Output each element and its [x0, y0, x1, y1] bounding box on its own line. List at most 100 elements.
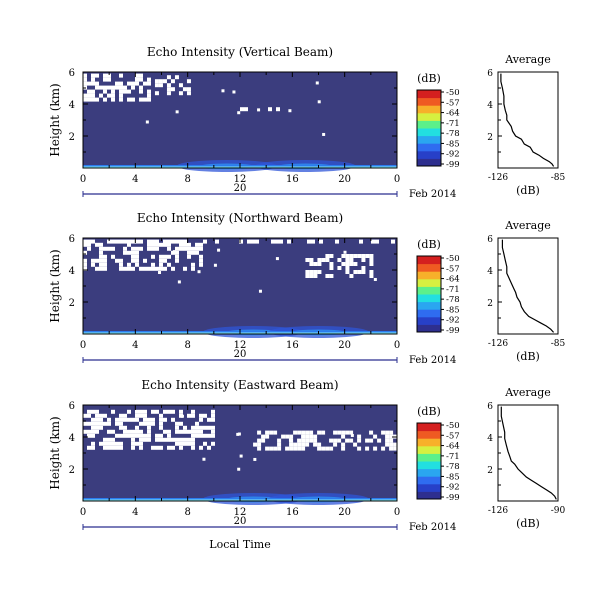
missing-data-cell: [135, 441, 139, 446]
missing-data-cell: [158, 79, 163, 84]
missing-data-cell: [139, 73, 143, 78]
colorbar-unit: (dB): [417, 238, 441, 251]
missing-data-cell: [99, 441, 103, 446]
colorbar-tick-label: -64: [446, 109, 460, 119]
average-x-tick-label: -90: [551, 506, 566, 516]
missing-data-cell: [143, 266, 147, 271]
missing-data-cell: [237, 467, 241, 471]
missing-data-cell: [389, 446, 394, 451]
x-tick-label: 0: [394, 340, 400, 351]
average-x-label: (dB): [516, 184, 540, 197]
missing-data-cell: [119, 433, 123, 438]
missing-data-cell: [139, 429, 143, 434]
missing-data-cell: [151, 421, 155, 426]
missing-data-cell: [178, 91, 183, 96]
missing-data-cell: [143, 413, 147, 418]
missing-data-cell: [91, 81, 95, 86]
missing-data-cell: [349, 274, 354, 278]
missing-data-cell: [203, 441, 207, 446]
missing-data-cell: [385, 430, 390, 435]
y-axis-label: Height (km): [48, 83, 62, 156]
missing-data-cell: [107, 441, 111, 446]
x-tick-label: 16: [286, 507, 299, 518]
missing-data-cell: [276, 107, 280, 112]
missing-data-cell: [305, 434, 310, 439]
missing-data-cell: [313, 438, 318, 443]
missing-data-cell: [389, 442, 394, 447]
missing-data-cell: [369, 274, 374, 278]
x-tick-label: 12: [234, 507, 247, 518]
missing-data-cell: [147, 89, 151, 94]
missing-data-cell: [195, 425, 199, 430]
missing-data-cell: [275, 257, 279, 261]
average-y-tick-label: 6: [487, 235, 493, 245]
missing-data-cell: [91, 429, 95, 434]
missing-data-cell: [341, 442, 346, 447]
missing-data-cell: [199, 258, 203, 263]
colorbar-segment: [417, 112, 441, 121]
missing-data-cell: [191, 437, 195, 442]
missing-data-cell: [111, 445, 115, 450]
missing-data-cell: [389, 434, 394, 439]
x-tick-label: 0: [80, 174, 86, 185]
missing-data-cell: [199, 254, 203, 259]
missing-data-cell: [119, 73, 123, 78]
missing-data-cell: [151, 239, 155, 244]
missing-data-cell: [381, 430, 386, 435]
colorbar-segment: [417, 278, 441, 287]
missing-data-cell: [207, 445, 211, 450]
missing-data-cell: [207, 433, 211, 438]
missing-data-cell: [345, 266, 350, 270]
missing-data-cell: [305, 274, 310, 278]
missing-data-cell: [373, 446, 378, 451]
missing-data-cell: [131, 429, 135, 434]
missing-data-cell: [353, 254, 358, 258]
missing-data-cell: [279, 239, 283, 244]
missing-data-cell: [131, 433, 135, 438]
y-tick-label: 2: [69, 132, 75, 143]
missing-data-cell: [91, 73, 95, 78]
missing-data-cell: [119, 413, 123, 418]
missing-data-cell: [115, 441, 119, 446]
missing-data-cell: [179, 242, 183, 247]
colorbar-segment: [417, 90, 441, 99]
missing-data-cell: [269, 430, 274, 435]
missing-data-cell: [151, 445, 155, 450]
missing-data-cell: [187, 250, 191, 255]
missing-data-cell: [131, 445, 135, 450]
missing-data-cell: [393, 442, 398, 447]
heatmap-background: [83, 72, 397, 168]
missing-data-cell: [95, 417, 99, 422]
missing-data-cell: [119, 441, 123, 446]
missing-data-cell: [103, 77, 107, 82]
missing-data-cell: [253, 457, 257, 461]
missing-data-cell: [107, 73, 111, 78]
missing-data-cell: [131, 246, 135, 251]
colorbar-segment: [417, 430, 441, 439]
missing-data-cell: [115, 81, 119, 86]
missing-data-cell: [187, 441, 191, 446]
missing-data-cell: [187, 254, 191, 259]
missing-data-cell: [171, 445, 175, 450]
x-tick-label: 12: [234, 174, 247, 185]
missing-data-cell: [174, 75, 179, 80]
missing-data-cell: [269, 446, 274, 451]
missing-data-cell: [111, 254, 115, 259]
missing-data-cell: [119, 445, 123, 450]
missing-data-cell: [119, 93, 123, 98]
missing-data-cell: [95, 258, 99, 263]
missing-data-cell: [211, 425, 215, 430]
missing-data-cell: [147, 239, 151, 244]
missing-data-cell: [172, 250, 176, 254]
colorbar-segment: [417, 476, 441, 485]
x-tick-label: 4: [132, 174, 138, 185]
missing-data-cell: [119, 85, 123, 90]
missing-data-cell: [143, 421, 147, 426]
missing-data-cell: [325, 274, 330, 278]
average-x-label: (dB): [516, 517, 540, 530]
missing-data-cell: [365, 254, 370, 258]
missing-data-cell: [103, 421, 107, 426]
missing-data-cell: [353, 262, 358, 266]
missing-data-cell: [107, 429, 111, 434]
panel-1: Echo Intensity (Northward Beam) 6 4 2 Height…: [48, 211, 566, 366]
